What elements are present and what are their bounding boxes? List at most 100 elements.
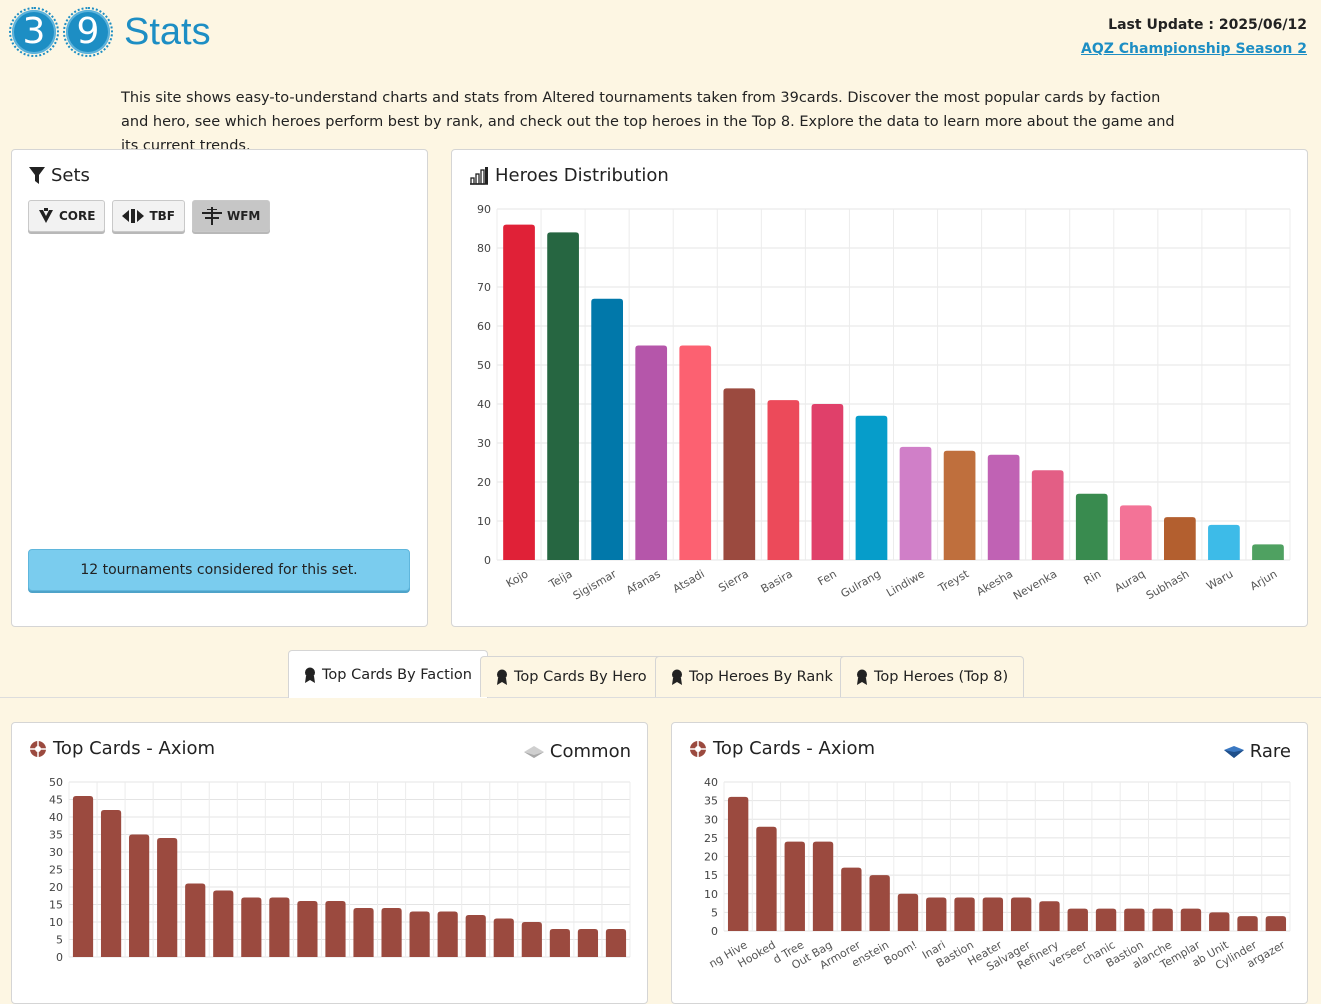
bar[interactable] [1252,544,1284,560]
bar[interactable] [784,841,805,931]
bar[interactable] [409,911,430,958]
top-cards-common-chart: 0 5 10 15 20 25 30 35 40 45 50 [49,776,631,964]
season-link[interactable]: AQZ Championship Season 2 [1081,41,1307,57]
bar[interactable] [185,883,206,958]
y-tick-label: 5 [56,934,63,947]
rarity-rare-label: Rare [1249,741,1291,762]
tabs-divider [0,697,1321,698]
rarity-rare: Rare [1223,741,1291,762]
bar[interactable] [297,901,318,957]
bar[interactable] [1208,524,1240,560]
bar[interactable] [1124,908,1145,931]
y-tick-label: 0 [484,554,491,567]
x-tick-label: Kojo [504,567,531,590]
bar[interactable] [1031,470,1064,560]
bar[interactable] [465,915,486,957]
bar[interactable] [1075,493,1108,560]
bar[interactable] [1209,912,1230,931]
bar[interactable] [213,890,234,958]
set-button-tbf[interactable]: TBF [112,200,185,232]
axiom-faction-icon [29,739,47,758]
set-button-wfm[interactable]: WFM [191,200,271,232]
bar[interactable] [100,810,122,957]
tab-top-heroes-top8[interactable]: Top Heroes (Top 8) [840,656,1025,697]
x-tick-label: Treyst [935,567,971,595]
last-update: Last Update : 2025/06/12 [1108,17,1307,33]
bar[interactable] [129,834,150,958]
tab-top-heroes-by-rank[interactable]: Top Heroes By Rank [655,656,849,697]
bar[interactable] [926,897,947,931]
bar[interactable] [521,922,542,957]
bar[interactable] [241,897,262,958]
y-tick-label: 20 [49,881,63,894]
y-tick-label: 35 [49,829,63,842]
rarity-common-label: Common [549,741,631,762]
set-button-core[interactable]: CORE [28,200,106,232]
tournaments-count-banner: 12 tournaments considered for this set. [28,549,410,591]
bar[interactable] [1152,908,1173,931]
bar[interactable] [577,929,599,957]
bar[interactable] [723,388,756,560]
bar[interactable] [269,897,290,958]
bar[interactable] [812,841,834,931]
bar[interactable] [547,232,579,560]
x-tick-label: Waru [1204,567,1235,592]
bar[interactable] [1180,908,1202,931]
bar[interactable] [869,875,890,931]
bar[interactable] [437,911,458,958]
top-cards-common-title: Top Cards - Axiom [29,738,215,759]
bar[interactable] [855,415,888,560]
y-tick-label: 35 [704,795,718,808]
bar[interactable] [591,298,623,560]
x-tick-label: Fen [816,567,839,588]
tab-top-cards-by-faction[interactable]: Top Cards By Faction [288,650,488,698]
bar[interactable] [1039,901,1060,931]
heroes-title-label: Heroes Distribution [495,165,669,186]
bar[interactable] [899,446,932,560]
site-logo[interactable]: 3 9 Stats [9,7,211,57]
intro-text: This site shows easy-to-understand chart… [121,90,1175,154]
bar[interactable] [157,838,178,957]
y-tick-label: 25 [704,832,718,845]
bar[interactable] [381,908,402,957]
y-tick-label: 15 [49,899,63,912]
bar[interactable] [1237,916,1258,931]
bar[interactable] [549,929,570,957]
award-icon [497,669,507,685]
top-cards-rare-panel: Top Cards - Axiom Rare 0 5 10 15 20 25 30 35 40 n… [671,722,1308,1004]
bar[interactable] [503,224,535,560]
x-tick-label: Boom! [882,938,920,967]
bar[interactable] [635,345,668,561]
bar[interactable] [1010,897,1032,931]
bar[interactable] [811,404,844,560]
common-rarity-icon [523,745,544,758]
bar[interactable] [1119,505,1152,560]
bar[interactable] [982,897,1004,931]
bar[interactable] [767,400,800,560]
y-tick-label: 30 [49,846,63,859]
sets-panel: Sets CORE TBF WFM 12 tournaments conside… [11,149,428,627]
bar[interactable] [493,918,514,958]
bar[interactable] [1095,908,1117,931]
y-tick-label: 20 [704,851,718,864]
bar[interactable] [605,929,627,957]
y-tick-label: 70 [477,281,491,294]
bar[interactable] [679,345,712,561]
y-tick-label: 40 [477,398,491,411]
bar[interactable] [943,450,976,560]
bar[interactable] [72,796,94,957]
y-tick-label: 30 [704,813,718,826]
bar[interactable] [727,796,749,931]
bar[interactable] [353,908,374,957]
bar[interactable] [954,897,975,931]
bar[interactable] [1164,517,1196,560]
bar[interactable] [987,454,1020,560]
set-button-wfm-label: WFM [226,209,261,223]
bar[interactable] [1067,908,1088,931]
bar[interactable] [841,867,862,931]
bar[interactable] [756,826,777,931]
bar[interactable] [325,901,346,957]
bar[interactable] [1265,916,1287,931]
bar[interactable] [897,893,919,931]
tab-top-cards-by-hero[interactable]: Top Cards By Hero [480,656,663,697]
